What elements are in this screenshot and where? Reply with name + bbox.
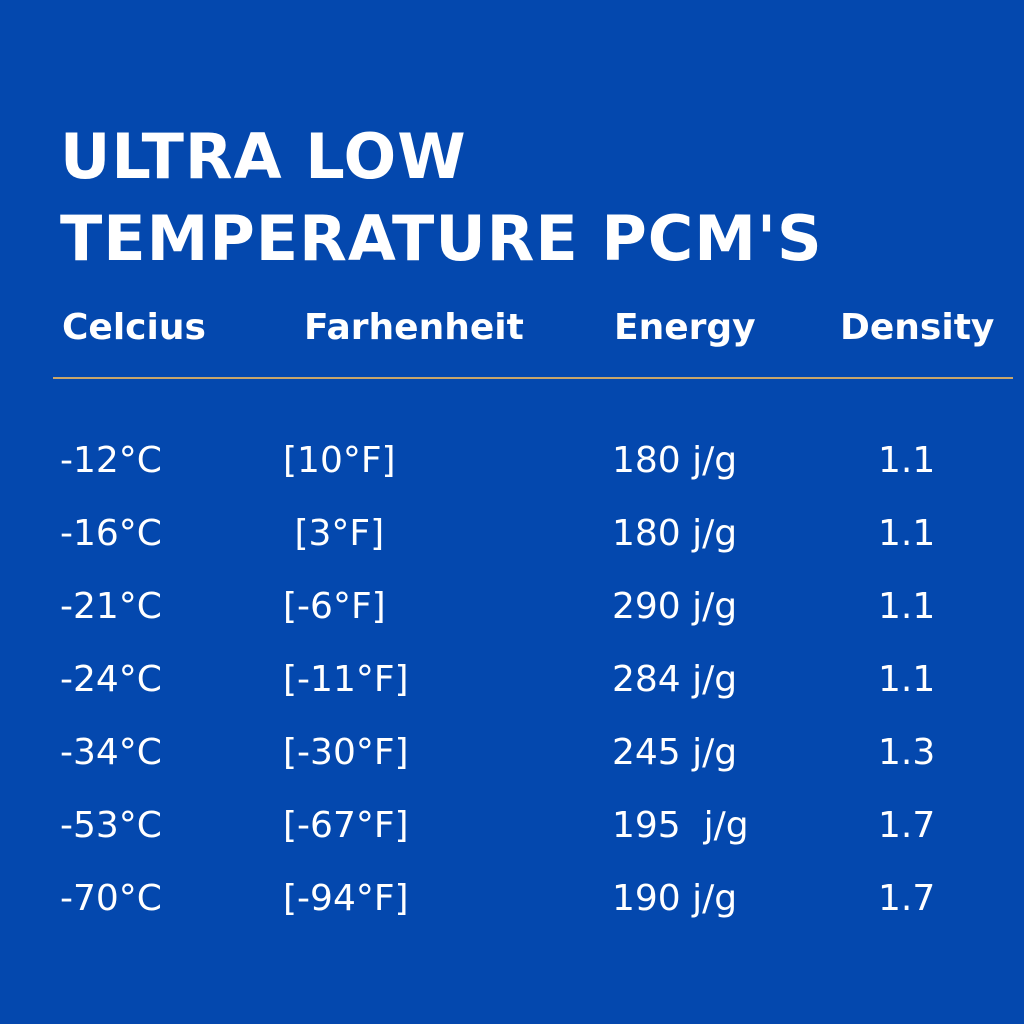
cell-celsius: -34°C [60, 732, 162, 773]
table-row: -53°C [-67°F] 195 j/g 1.7 [0, 801, 1024, 874]
cell-fahrenheit: [-11°F] [283, 659, 409, 700]
cell-celsius: -53°C [60, 805, 162, 846]
title-line-1: ULTRA LOW [60, 120, 467, 193]
cell-energy: 180 j/g [612, 513, 738, 554]
header-density: Density [840, 307, 995, 348]
header-energy: Energy [614, 307, 756, 348]
table-header: Celcius Farhenheit Energy Density [0, 306, 1024, 354]
cell-fahrenheit: [-67°F] [283, 805, 409, 846]
header-celsius: Celcius [62, 307, 206, 348]
cell-fahrenheit: [10°F] [283, 440, 396, 481]
cell-celsius: -70°C [60, 878, 162, 919]
table-row: -21°C [-6°F] 290 j/g 1.1 [0, 582, 1024, 655]
page-title: ULTRA LOW TEMPERATURE PCM'S [60, 116, 823, 280]
cell-energy: 180 j/g [612, 440, 738, 481]
title-line-2: TEMPERATURE PCM'S [60, 202, 823, 275]
cell-density: 1.7 [878, 878, 936, 919]
cell-celsius: -16°C [60, 513, 162, 554]
table-body: -12°C [10°F] 180 j/g 1.1 -16°C [3°F] 180… [0, 436, 1024, 947]
cell-density: 1.1 [878, 440, 936, 481]
cell-density: 1.1 [878, 513, 936, 554]
cell-energy: 284 j/g [612, 659, 738, 700]
table-row: -70°C [-94°F] 190 j/g 1.7 [0, 874, 1024, 947]
cell-density: 1.7 [878, 805, 936, 846]
cell-fahrenheit: [3°F] [283, 513, 385, 554]
cell-energy: 195 j/g [612, 805, 749, 846]
table-row: -12°C [10°F] 180 j/g 1.1 [0, 436, 1024, 509]
table-row: -34°C [-30°F] 245 j/g 1.3 [0, 728, 1024, 801]
cell-energy: 245 j/g [612, 732, 738, 773]
cell-fahrenheit: [-6°F] [283, 586, 386, 627]
table-row: -16°C [3°F] 180 j/g 1.1 [0, 509, 1024, 582]
cell-celsius: -24°C [60, 659, 162, 700]
cell-density: 1.1 [878, 659, 936, 700]
cell-energy: 190 j/g [612, 878, 738, 919]
cell-fahrenheit: [-30°F] [283, 732, 409, 773]
header-divider [53, 377, 1013, 379]
cell-energy: 290 j/g [612, 586, 738, 627]
cell-density: 1.1 [878, 586, 936, 627]
header-fahrenheit: Farhenheit [304, 307, 524, 348]
table-row: -24°C [-11°F] 284 j/g 1.1 [0, 655, 1024, 728]
cell-celsius: -12°C [60, 440, 162, 481]
cell-celsius: -21°C [60, 586, 162, 627]
cell-fahrenheit: [-94°F] [283, 878, 409, 919]
cell-density: 1.3 [878, 732, 936, 773]
